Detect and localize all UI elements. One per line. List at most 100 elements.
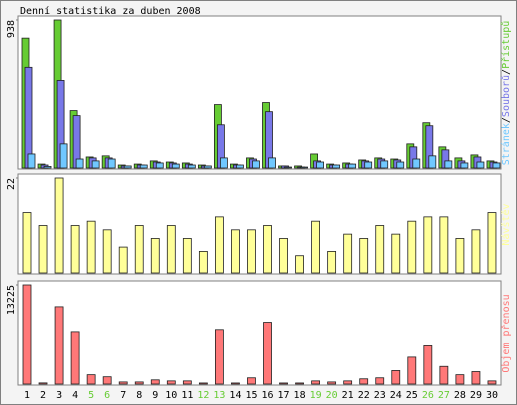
x-tick-label: 18 (294, 390, 306, 401)
bar (263, 225, 272, 274)
bar (348, 163, 357, 169)
bar (43, 166, 52, 169)
bar (118, 381, 128, 385)
bar (423, 345, 433, 385)
x-tick-label: 30 (486, 390, 498, 401)
x-tick-label: 29 (470, 390, 482, 401)
bar (38, 382, 48, 385)
bar (203, 165, 212, 169)
bar (236, 164, 244, 169)
legend: Objem přenosu (500, 294, 512, 372)
bar (487, 380, 497, 385)
x-tick-label: 2 (40, 390, 46, 401)
bar (407, 220, 417, 274)
x-tick-label: 28 (454, 390, 466, 401)
bar (311, 220, 321, 274)
x-tick-label: 26 (422, 390, 434, 401)
x-tick-label: 4 (72, 390, 78, 401)
bar (300, 166, 308, 169)
bar (59, 143, 68, 169)
x-tick-label: 17 (278, 390, 290, 401)
bar (166, 225, 176, 274)
bar (214, 329, 224, 385)
bar (102, 229, 112, 274)
x-tick-label: 7 (120, 390, 126, 401)
y-tick-label: 13225 (6, 285, 17, 315)
bar (263, 322, 272, 385)
x-tick-label: 19 (310, 390, 322, 401)
bar (364, 161, 373, 169)
bar (428, 155, 437, 169)
legend: Stránek/Souborů/Přístupů (500, 21, 512, 166)
bar (279, 238, 288, 274)
x-tick-label: 5 (88, 390, 94, 401)
bar (150, 238, 160, 274)
legend-entry: Přístupů (500, 21, 512, 69)
bar (444, 160, 453, 169)
x-tick-label: 24 (390, 390, 402, 401)
bar (70, 225, 80, 274)
x-tick-label: 22 (358, 390, 370, 401)
bar (54, 177, 64, 274)
x-tick-label: 15 (245, 390, 257, 401)
bar (375, 225, 385, 274)
bar (343, 380, 353, 385)
bar (471, 229, 481, 274)
bar (359, 238, 369, 274)
bar (24, 66, 33, 169)
x-tick-label: 13 (213, 390, 225, 401)
bar (86, 220, 96, 274)
bar (102, 376, 112, 385)
y-tick-label: 22 (6, 178, 17, 190)
bar (219, 157, 228, 169)
bar (396, 161, 405, 169)
bar (471, 371, 481, 385)
bar (439, 216, 449, 274)
bar (423, 216, 433, 274)
bar (75, 158, 84, 169)
bar (252, 160, 260, 169)
bar (166, 380, 176, 385)
bar (295, 382, 304, 385)
bar (311, 380, 321, 385)
legend-entry: Návštěv (500, 203, 512, 245)
bar (134, 381, 144, 385)
bar (70, 331, 80, 385)
bar (247, 377, 256, 385)
legend-separator: / (501, 69, 512, 75)
bar (380, 160, 389, 169)
bar (375, 377, 385, 385)
x-tick-label: 23 (374, 390, 386, 401)
bar (123, 165, 132, 169)
bar (359, 378, 369, 385)
bar (455, 374, 465, 385)
x-tick-label: 9 (152, 390, 158, 401)
x-tick-label: 3 (56, 390, 62, 401)
bar (182, 380, 192, 385)
bar (214, 216, 224, 274)
bar (231, 229, 240, 274)
x-tick-label: 21 (342, 390, 354, 401)
bar (198, 382, 208, 385)
x-tick-label: 11 (181, 390, 193, 401)
x-tick-label: 12 (197, 390, 209, 401)
bar (327, 251, 337, 274)
bar (171, 163, 180, 169)
legend-entry: Souborů (500, 75, 512, 117)
bar (279, 382, 288, 385)
bar (150, 379, 160, 385)
bar (27, 153, 36, 169)
bar (284, 166, 292, 169)
panel (17, 280, 502, 386)
bar (412, 158, 421, 169)
bar (391, 370, 401, 385)
legend-entry: Stránek (500, 123, 512, 165)
bar (455, 238, 465, 274)
bar (118, 246, 128, 274)
x-tick-label: 16 (261, 390, 273, 401)
panel (17, 15, 502, 170)
y-tick-label: 938 (6, 20, 17, 38)
bar (316, 161, 325, 169)
legend: Návštěv (500, 203, 512, 245)
bar (182, 238, 192, 274)
